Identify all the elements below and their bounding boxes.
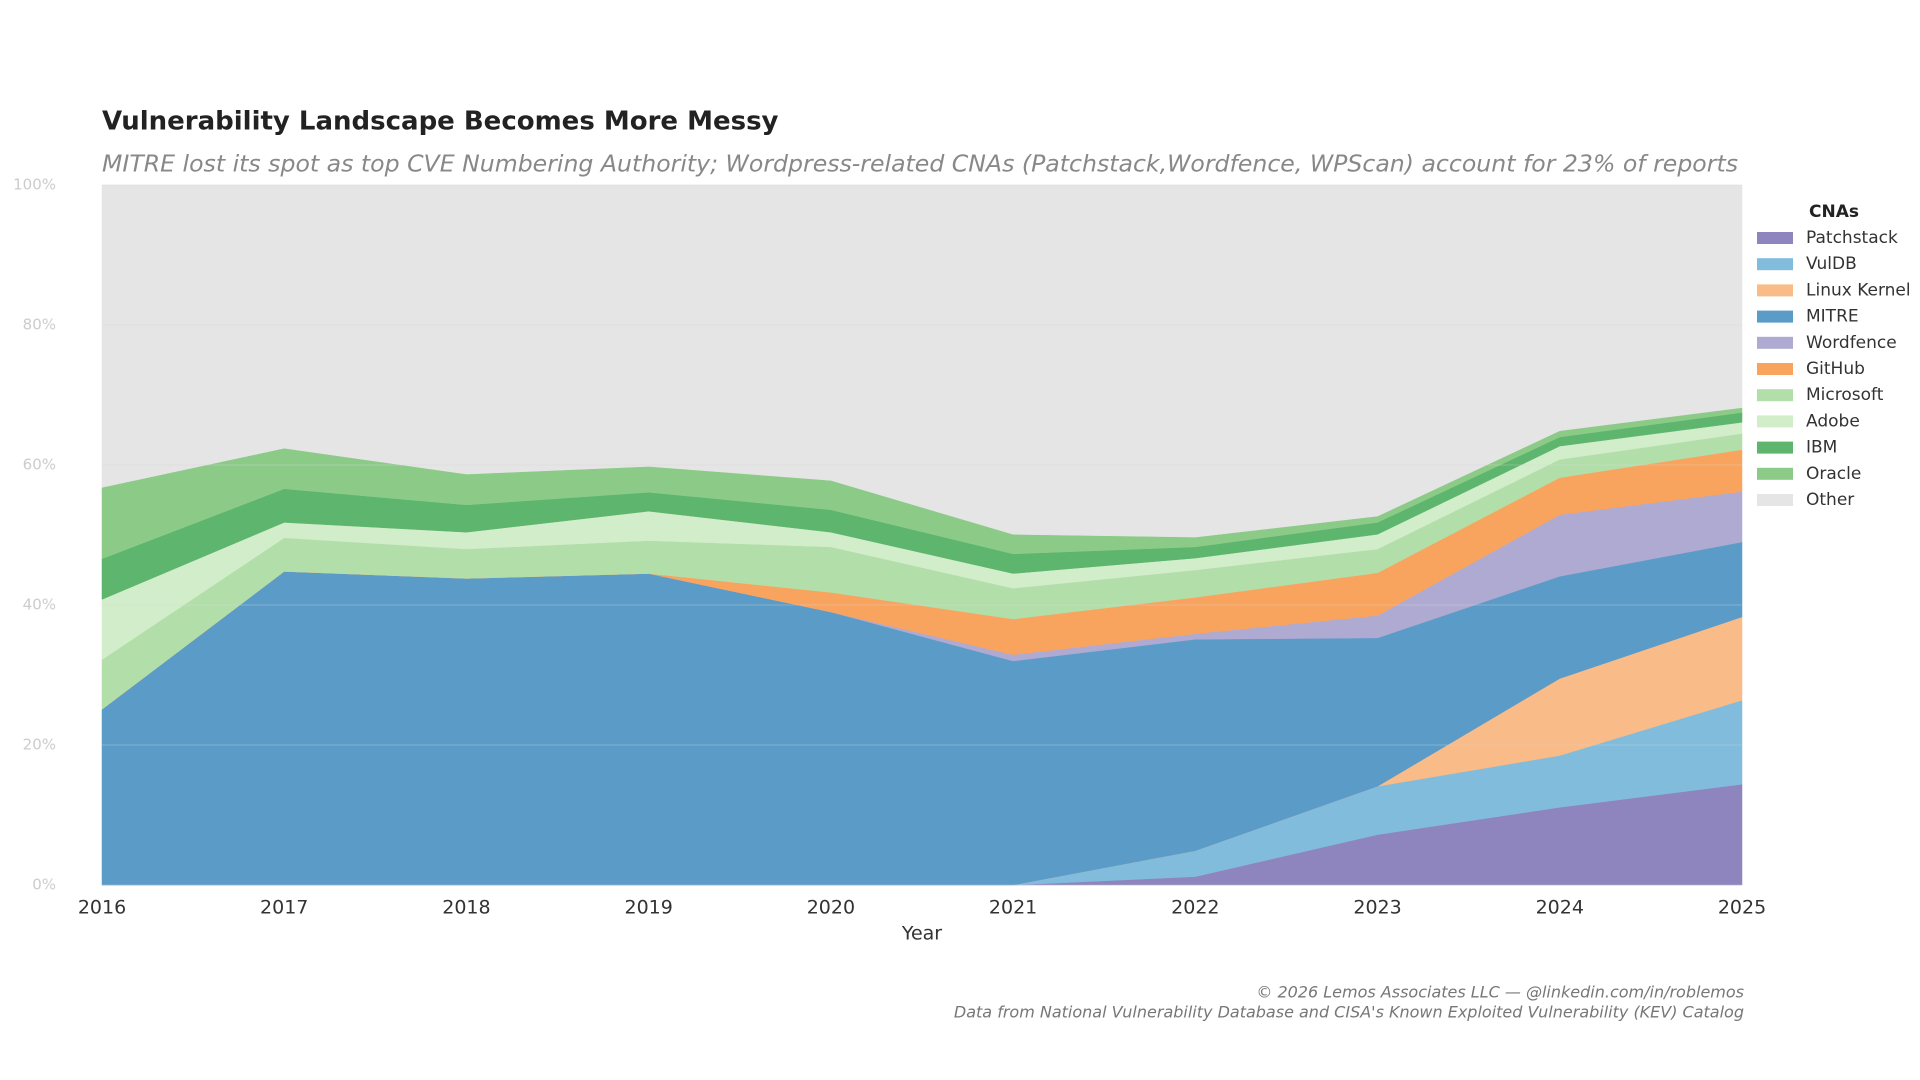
- legend-label: VulDB: [1806, 254, 1857, 274]
- y-tick-label: 0%: [32, 876, 56, 894]
- legend-label: MITRE: [1806, 307, 1859, 327]
- legend-title: CNAs: [1809, 202, 1859, 222]
- legend-item: Other: [1757, 490, 1854, 510]
- legend-item: MITRE: [1757, 307, 1859, 327]
- y-tick-label: 100%: [13, 176, 56, 194]
- chart-subtitle: MITRE lost its spot as top CVE Numbering…: [102, 152, 1738, 178]
- footer-note: Data from National Vulnerability Databas…: [954, 1003, 1744, 1022]
- legend-item: VulDB: [1757, 254, 1857, 274]
- legend-item: Oracle: [1757, 464, 1861, 484]
- x-tick-label: 2022: [1171, 897, 1219, 919]
- legend-label: IBM: [1806, 438, 1837, 458]
- legend-label: Adobe: [1806, 411, 1860, 431]
- legend-swatch: [1757, 258, 1793, 271]
- x-axis-title: Year: [901, 923, 942, 945]
- legend-item: GitHub: [1757, 359, 1865, 379]
- legend-item: Linux Kernel: [1757, 280, 1911, 300]
- x-tick-label: 2021: [989, 897, 1037, 919]
- x-tick-label: 2018: [442, 897, 490, 919]
- legend-label: GitHub: [1806, 359, 1865, 379]
- legend-swatch: [1757, 441, 1793, 454]
- legend-swatch: [1757, 310, 1793, 323]
- legend-swatch: [1757, 232, 1793, 244]
- x-tick-label: 2017: [260, 897, 308, 919]
- legend-label: Wordfence: [1806, 333, 1897, 353]
- legend-item: Patchstack: [1757, 228, 1898, 248]
- x-tick-label: 2024: [1536, 897, 1584, 919]
- legend-swatch: [1757, 389, 1793, 402]
- x-tick-label: 2019: [624, 897, 672, 919]
- x-tick-label: 2023: [1353, 897, 1401, 919]
- legend-item: Adobe: [1757, 411, 1860, 431]
- y-tick-label: 20%: [23, 736, 56, 754]
- area: [101, 184, 1743, 538]
- chart-title: Vulnerability Landscape Becomes More Mes…: [102, 107, 779, 137]
- legend-label: Linux Kernel: [1806, 280, 1911, 300]
- legend-swatch: [1757, 284, 1793, 297]
- legend-label: Oracle: [1806, 464, 1861, 484]
- y-tick-label: 60%: [23, 456, 56, 474]
- legend-item: Microsoft: [1757, 385, 1884, 405]
- legend-label: Other: [1806, 490, 1854, 510]
- x-tick-label: 2025: [1718, 897, 1766, 919]
- y-tick-label: 40%: [23, 596, 56, 614]
- y-tick-label: 80%: [23, 316, 56, 334]
- legend-label: Patchstack: [1806, 228, 1898, 248]
- legend-label: Microsoft: [1806, 385, 1884, 405]
- legend-swatch: [1757, 494, 1793, 506]
- x-tick-label: 2020: [807, 897, 855, 919]
- plot-area: [101, 184, 1743, 886]
- x-tick-label: 2016: [78, 897, 126, 919]
- legend-item: IBM: [1757, 438, 1837, 458]
- legend-item: Wordfence: [1757, 333, 1897, 353]
- legend-swatch: [1757, 467, 1793, 480]
- legend-swatch: [1757, 363, 1793, 375]
- legend-swatch: [1757, 336, 1793, 349]
- footer-note: © 2026 Lemos Associates LLC — @linkedin.…: [1256, 983, 1744, 1002]
- legend-swatch: [1757, 415, 1793, 428]
